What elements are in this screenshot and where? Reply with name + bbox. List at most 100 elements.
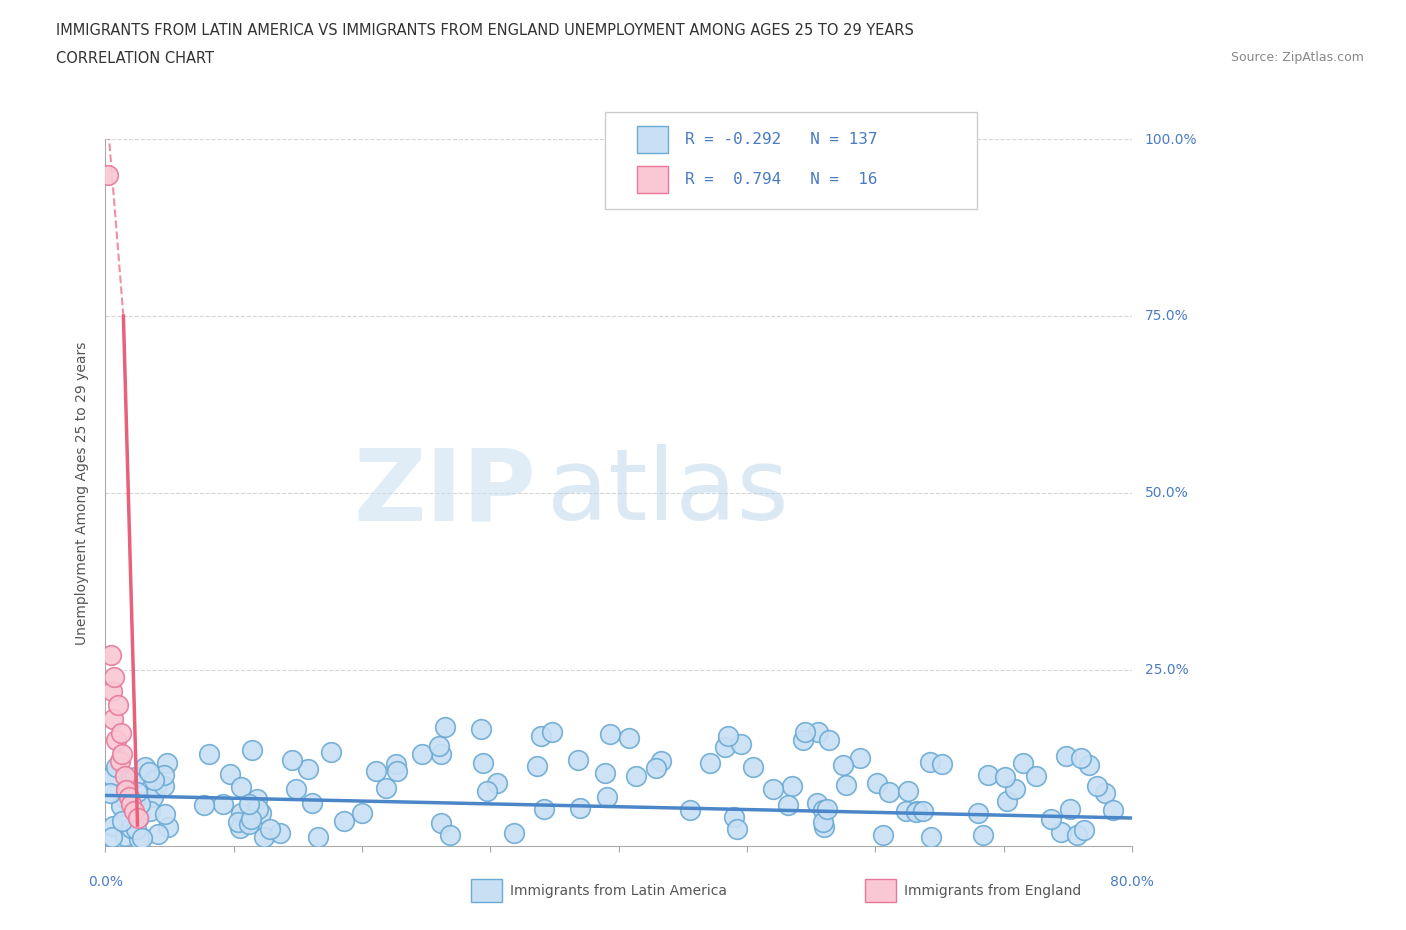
Text: CORRELATION CHART: CORRELATION CHART — [56, 51, 214, 66]
Point — [794, 725, 817, 740]
Point — [780, 778, 803, 793]
Point — [114, 829, 136, 844]
Point — [1049, 824, 1071, 839]
Point — [104, 733, 127, 748]
Point — [285, 782, 308, 797]
Text: 50.0%: 50.0% — [1144, 485, 1188, 500]
Point — [127, 811, 149, 826]
Point — [114, 768, 136, 783]
Point — [108, 754, 131, 769]
Point — [101, 684, 124, 698]
Text: 80.0%: 80.0% — [1109, 874, 1154, 888]
Point — [1077, 757, 1099, 772]
Point — [966, 806, 988, 821]
Point — [155, 755, 177, 770]
Point — [920, 830, 942, 844]
Point — [101, 830, 124, 844]
Point — [193, 797, 215, 812]
Point — [568, 800, 591, 815]
Point — [246, 802, 269, 817]
Point — [105, 760, 128, 775]
Point — [1094, 786, 1116, 801]
Point — [994, 770, 1017, 785]
Point — [931, 756, 953, 771]
Point — [307, 829, 329, 844]
Point — [918, 755, 941, 770]
Point — [139, 804, 162, 818]
Point — [250, 805, 273, 820]
Point — [280, 752, 302, 767]
Point — [238, 817, 260, 831]
Point — [741, 760, 763, 775]
Point — [717, 729, 740, 744]
Point — [117, 790, 139, 804]
Point — [1054, 749, 1077, 764]
Point — [995, 793, 1018, 808]
Point — [912, 804, 935, 818]
Point — [253, 830, 276, 844]
Point — [319, 745, 342, 760]
Point — [848, 751, 870, 765]
Point — [475, 784, 498, 799]
Text: Source: ZipAtlas.com: Source: ZipAtlas.com — [1230, 51, 1364, 64]
Point — [134, 759, 156, 774]
Point — [872, 828, 894, 843]
Point — [434, 719, 457, 734]
Point — [593, 765, 616, 780]
Point — [129, 829, 152, 844]
Point — [1102, 803, 1125, 817]
Point — [1085, 778, 1108, 793]
Point — [114, 791, 136, 806]
Point — [806, 795, 828, 810]
Text: R = -0.292   N = 137: R = -0.292 N = 137 — [685, 132, 877, 147]
Point — [128, 810, 150, 825]
Point — [131, 831, 153, 846]
Point — [503, 825, 526, 840]
Point — [138, 764, 160, 779]
Point — [530, 728, 553, 743]
Point — [533, 801, 555, 816]
Point — [125, 785, 148, 800]
Point — [811, 815, 834, 830]
Point — [811, 803, 834, 817]
Point — [101, 711, 124, 726]
Point — [866, 776, 889, 790]
Point — [297, 762, 319, 777]
Point — [211, 797, 233, 812]
Point — [129, 796, 152, 811]
Text: 25.0%: 25.0% — [1144, 662, 1188, 677]
Point — [1066, 828, 1088, 843]
Point — [374, 780, 396, 795]
Point — [229, 780, 252, 795]
Point — [107, 698, 129, 712]
Point — [240, 743, 263, 758]
Point — [364, 764, 387, 778]
Point — [877, 785, 900, 800]
Point — [977, 767, 1000, 782]
Point — [384, 757, 406, 772]
Point — [120, 796, 142, 811]
Point — [972, 828, 994, 843]
Point — [101, 769, 124, 784]
Point — [385, 764, 408, 778]
Point — [301, 796, 323, 811]
Point — [101, 818, 124, 833]
Point — [1004, 781, 1026, 796]
Point — [730, 737, 752, 751]
Point — [761, 781, 783, 796]
Text: ZIP: ZIP — [354, 445, 537, 541]
Point — [111, 813, 134, 828]
Point — [1073, 823, 1095, 838]
Text: Immigrants from Latin America: Immigrants from Latin America — [510, 884, 727, 898]
Text: IMMIGRANTS FROM LATIN AMERICA VS IMMIGRANTS FROM ENGLAND UNEMPLOYMENT AMONG AGES: IMMIGRANTS FROM LATIN AMERICA VS IMMIGRA… — [56, 23, 914, 38]
Point — [333, 814, 356, 829]
Point — [128, 831, 150, 846]
Point — [111, 747, 134, 762]
Point — [1070, 751, 1092, 765]
Point — [832, 757, 855, 772]
Point — [110, 725, 132, 740]
Point — [143, 772, 166, 787]
Point — [905, 804, 928, 818]
Text: 75.0%: 75.0% — [1144, 309, 1188, 324]
Point — [725, 821, 748, 836]
